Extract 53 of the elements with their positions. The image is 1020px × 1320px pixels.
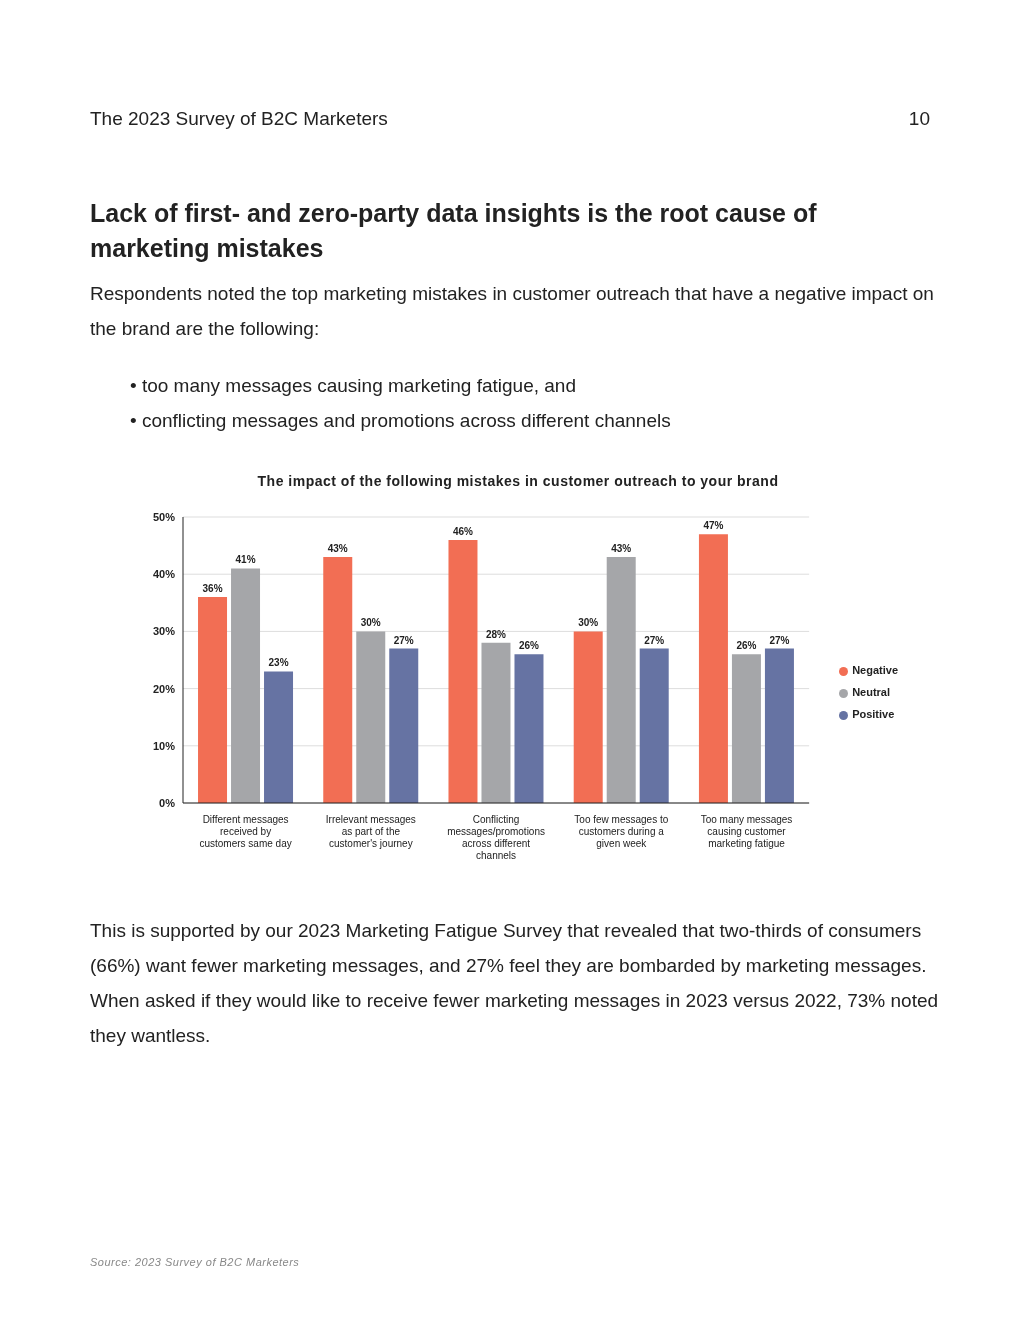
- text: 27%: [644, 634, 665, 646]
- bar: [231, 568, 261, 803]
- bar: [731, 654, 761, 803]
- text: • too many messages causing marketing fatigue, and: [130, 374, 577, 398]
- bar: [481, 642, 511, 803]
- x-tick-label: Conflicting messages/promotions across different channels: [447, 814, 545, 861]
- text: 41%: [235, 554, 256, 566]
- text: 47%: [703, 520, 724, 532]
- y-tick-label: 20%: [152, 682, 176, 695]
- text: 30%: [360, 617, 381, 629]
- x-tick-label: Too few messages to customers during a given week: [574, 814, 669, 849]
- bar: [764, 648, 794, 803]
- text: Lack of first- and zero-party data insights is the root cause of marketing mistakes: [90, 198, 818, 264]
- text: 27%: [769, 634, 790, 646]
- text: This is supported by our 2023 Marketing Fatigue Survey that revealed that two-thirds of consumers (66%) want fewer marketing messages, and 27% feel they are bombarded by marketing messages. When asked if they would like to receive fewer marketing messages in 2023 versus 2022, 73% noted they wantless.: [90, 919, 940, 1048]
- bar: [514, 654, 544, 803]
- source-note: Source: 2023 Survey of B2C Marketers: [90, 1256, 300, 1268]
- text: 43%: [611, 543, 632, 555]
- y-tick-label: 40%: [152, 568, 176, 581]
- text: 28%: [485, 628, 506, 640]
- y-tick-label: 10%: [152, 739, 176, 752]
- text: Respondents noted the top marketing mistakes in customer outreach that have a negative impact on the brand are the following:: [90, 282, 935, 341]
- bar: [573, 631, 603, 803]
- x-tick-label: Too many messages causing customer marketing fatigue: [700, 814, 793, 849]
- x-tick-label: Irrelevant messages as part of the customer's journey: [325, 814, 416, 849]
- text: 26%: [518, 640, 539, 652]
- text: 23%: [268, 657, 289, 669]
- y-tick-label: 30%: [152, 625, 176, 638]
- legend-label: Negative: [852, 664, 898, 676]
- y-tick-label: 50%: [152, 510, 176, 523]
- text: 26%: [736, 640, 757, 652]
- bar: [323, 557, 353, 803]
- text: • conflicting messages and promotions across different channels: [130, 409, 672, 433]
- chart-title: The impact of the following mistakes in customer outreach to your brand: [256, 473, 780, 489]
- text: 46%: [452, 525, 473, 537]
- bar: [448, 539, 478, 803]
- bar: [389, 648, 419, 803]
- text: 43%: [327, 543, 348, 555]
- legend-label: Neutral: [852, 686, 891, 698]
- x-tick-label: Different messages received by customers same day: [199, 814, 292, 849]
- bar: [639, 648, 669, 803]
- text: 10: [908, 108, 930, 130]
- text: 30%: [578, 617, 599, 629]
- legend-label: Positive: [852, 708, 895, 720]
- bar: [198, 597, 228, 803]
- y-tick-label: 0%: [159, 796, 176, 809]
- text: The 2023 Survey of B2C Marketers: [90, 108, 388, 130]
- bar: [698, 534, 728, 803]
- text: 36%: [202, 583, 223, 595]
- bar: [356, 631, 386, 803]
- bar: [264, 671, 294, 803]
- bar: [606, 557, 636, 803]
- text: 27%: [393, 634, 414, 646]
